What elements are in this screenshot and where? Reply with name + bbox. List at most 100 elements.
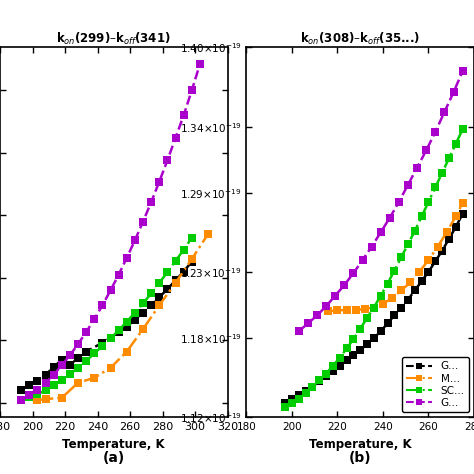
Line: M...: M... xyxy=(325,200,466,315)
SC... xyxy=(412,228,418,234)
G... xyxy=(442,109,447,115)
G... xyxy=(432,129,438,135)
M... xyxy=(426,257,431,263)
Text: (b): (b) xyxy=(349,450,372,465)
M... xyxy=(326,309,331,314)
G... xyxy=(283,400,288,405)
G... xyxy=(405,182,411,188)
SC... xyxy=(337,355,343,361)
Line: G...: G... xyxy=(295,67,466,335)
SC... xyxy=(460,127,465,132)
SC... xyxy=(392,268,397,273)
G... xyxy=(341,282,347,288)
G... xyxy=(405,297,411,302)
G... xyxy=(360,257,365,263)
G... xyxy=(412,288,418,293)
G... xyxy=(369,244,374,250)
G... xyxy=(378,229,383,235)
G... xyxy=(446,236,452,242)
SC... xyxy=(405,241,411,247)
G... xyxy=(296,392,301,398)
M... xyxy=(435,244,440,250)
G... xyxy=(317,379,322,384)
SC... xyxy=(398,255,404,260)
M... xyxy=(389,295,395,301)
M... xyxy=(398,288,404,293)
G... xyxy=(378,328,383,334)
G... xyxy=(323,374,329,379)
G... xyxy=(323,303,329,309)
M... xyxy=(408,280,413,285)
SC... xyxy=(344,346,349,351)
G... xyxy=(387,215,392,220)
M... xyxy=(453,214,459,219)
X-axis label: Temperature, K: Temperature, K xyxy=(309,438,411,450)
SC... xyxy=(453,141,459,146)
G... xyxy=(330,368,336,374)
G... xyxy=(453,224,459,230)
SC... xyxy=(323,371,329,376)
G... xyxy=(357,347,363,353)
SC... xyxy=(317,377,322,383)
G... xyxy=(351,352,356,358)
G... xyxy=(344,357,349,363)
Text: (a): (a) xyxy=(103,450,125,465)
G... xyxy=(364,342,370,347)
M... xyxy=(344,307,349,313)
M... xyxy=(460,201,465,206)
SC... xyxy=(364,315,370,321)
G... xyxy=(305,320,311,326)
G... xyxy=(451,90,456,95)
G... xyxy=(332,293,338,299)
Legend: G..., M..., SC..., G...: G..., M..., SC..., G... xyxy=(402,357,469,412)
G... xyxy=(392,313,397,319)
SC... xyxy=(446,155,452,161)
SC... xyxy=(419,214,425,219)
Title: k$_{on}$(299)–k$_{off}$(341): k$_{on}$(299)–k$_{off}$(341) xyxy=(56,31,171,47)
G... xyxy=(423,147,429,153)
SC... xyxy=(426,199,431,205)
SC... xyxy=(439,170,445,176)
Line: SC...: SC... xyxy=(282,126,466,410)
SC... xyxy=(283,404,288,410)
SC... xyxy=(371,305,377,310)
G... xyxy=(385,320,391,326)
G... xyxy=(351,270,356,276)
M... xyxy=(371,305,377,310)
SC... xyxy=(289,400,295,405)
G... xyxy=(371,335,377,341)
SC... xyxy=(432,184,438,190)
SC... xyxy=(310,384,315,390)
SC... xyxy=(351,337,356,342)
G... xyxy=(460,68,465,74)
G... xyxy=(337,363,343,368)
M... xyxy=(335,307,340,313)
SC... xyxy=(303,391,309,396)
G... xyxy=(310,384,315,390)
M... xyxy=(417,269,422,275)
G... xyxy=(419,278,425,284)
Line: G...: G... xyxy=(282,210,466,406)
G... xyxy=(314,313,320,319)
G... xyxy=(296,328,301,334)
G... xyxy=(303,388,309,393)
G... xyxy=(289,396,295,401)
SC... xyxy=(330,363,336,368)
M... xyxy=(353,307,358,313)
X-axis label: Temperature, K: Temperature, K xyxy=(63,438,165,450)
SC... xyxy=(357,326,363,331)
G... xyxy=(439,248,445,254)
G... xyxy=(460,211,465,217)
M... xyxy=(444,229,449,235)
G... xyxy=(398,305,404,310)
G... xyxy=(426,269,431,275)
G... xyxy=(414,165,420,171)
G... xyxy=(396,199,402,205)
G... xyxy=(432,258,438,264)
SC... xyxy=(296,396,301,401)
M... xyxy=(380,301,386,306)
Title: k$_{on}$(308)–k$_{off}$(35...): k$_{on}$(308)–k$_{off}$(35...) xyxy=(300,31,420,47)
SC... xyxy=(385,281,391,287)
M... xyxy=(362,306,368,312)
SC... xyxy=(378,293,383,299)
